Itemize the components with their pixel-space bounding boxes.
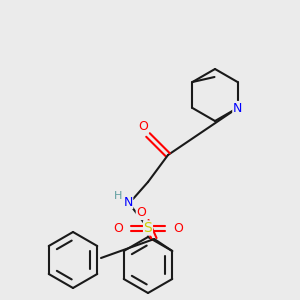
Text: N: N [123,196,133,208]
Text: O: O [113,221,123,235]
Text: O: O [136,206,146,220]
Text: S: S [144,221,152,235]
Text: N: N [233,101,242,115]
Text: H: H [114,191,122,201]
Text: O: O [173,221,183,235]
Text: O: O [138,121,148,134]
